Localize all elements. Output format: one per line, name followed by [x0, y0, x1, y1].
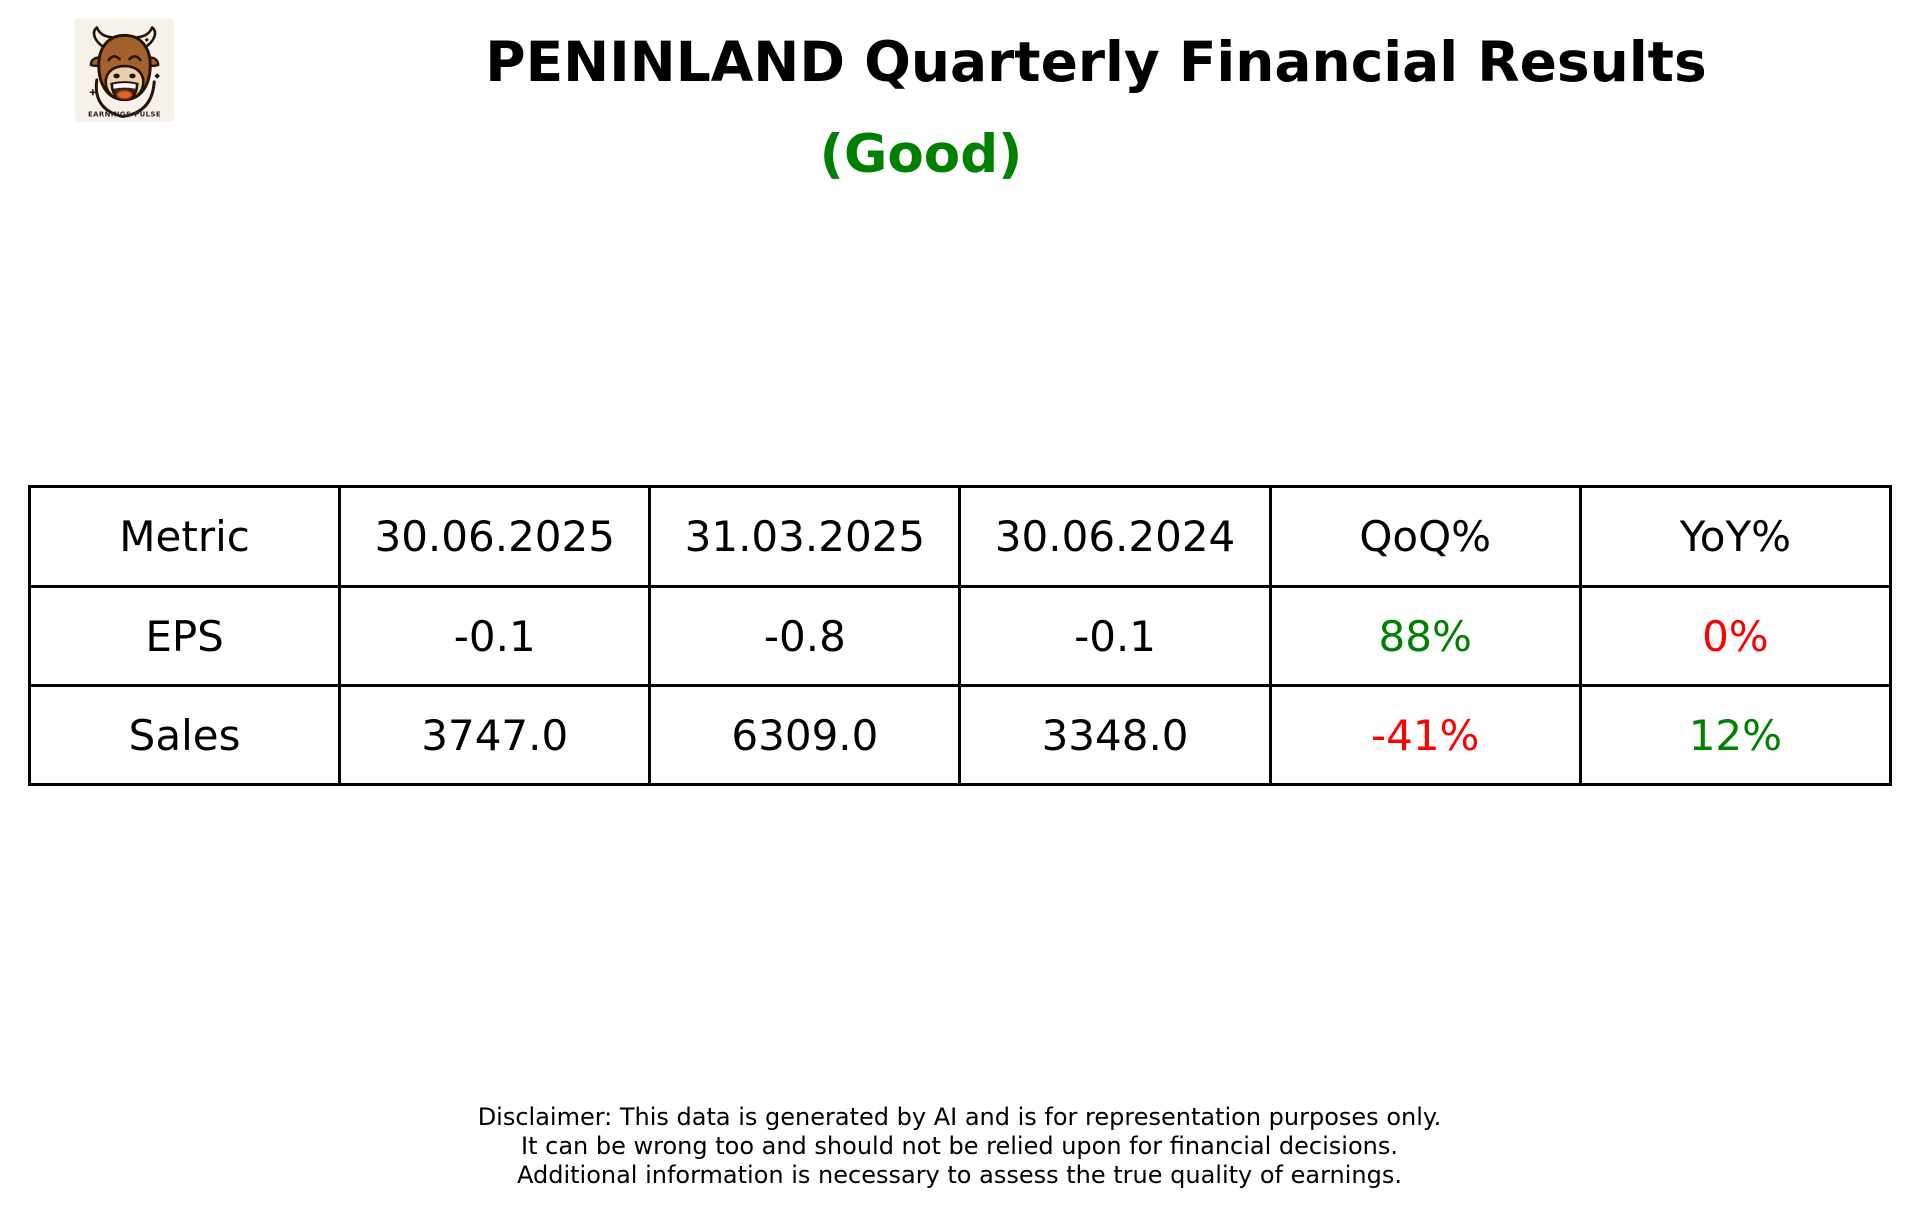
eps-q-yearago: -0.1 [958, 585, 1272, 687]
sales-yoy-change: 12% [1578, 684, 1893, 786]
col-header-yoy: YoY% [1578, 485, 1893, 588]
disclaimer-line: Additional information is necessary to a… [516, 1161, 1402, 1189]
logo-brand-text: EARNINGS PULSE [88, 111, 161, 119]
laughing-bull-icon: EARNINGS PULSE [75, 18, 174, 122]
col-header-q-previous: 31.03.2025 [648, 485, 962, 588]
disclaimer-line: It can be wrong too and should not be re… [521, 1132, 1398, 1160]
col-header-qoq: QoQ% [1268, 485, 1582, 588]
col-header-metric: Metric [27, 485, 342, 588]
metric-label: EPS [27, 585, 342, 687]
eps-q-previous: -0.8 [648, 585, 962, 687]
disclaimer: Disclaimer: This data is generated by AI… [0, 1103, 1919, 1190]
table-header-row: Metric 30.06.2025 31.03.2025 30.06.2024 … [27, 485, 1893, 588]
table-row-eps: EPS -0.1 -0.8 -0.1 88% 0% [27, 585, 1893, 687]
verdict-label: (Good) [819, 124, 1023, 185]
col-header-q-yearago: 30.06.2024 [958, 485, 1272, 588]
financial-results-table: Metric 30.06.2025 31.03.2025 30.06.2024 … [27, 485, 1893, 786]
table-row-sales: Sales 3747.0 6309.0 3348.0 -41% 12% [27, 684, 1893, 786]
earnings-pulse-logo: EARNINGS PULSE [75, 18, 174, 122]
eps-qoq-change: 88% [1268, 585, 1582, 687]
sales-q-yearago: 3348.0 [958, 684, 1272, 786]
col-header-q-current: 30.06.2025 [338, 485, 652, 588]
eps-q-current: -0.1 [338, 585, 652, 687]
sales-q-current: 3747.0 [338, 684, 652, 786]
metric-label: Sales [27, 684, 342, 786]
disclaimer-line: Disclaimer: This data is generated by AI… [477, 1103, 1442, 1131]
sales-qoq-change: -41% [1268, 684, 1582, 786]
page-title: PENINLAND Quarterly Financial Results [485, 30, 1707, 94]
eps-yoy-change: 0% [1578, 585, 1893, 687]
sales-q-previous: 6309.0 [648, 684, 962, 786]
